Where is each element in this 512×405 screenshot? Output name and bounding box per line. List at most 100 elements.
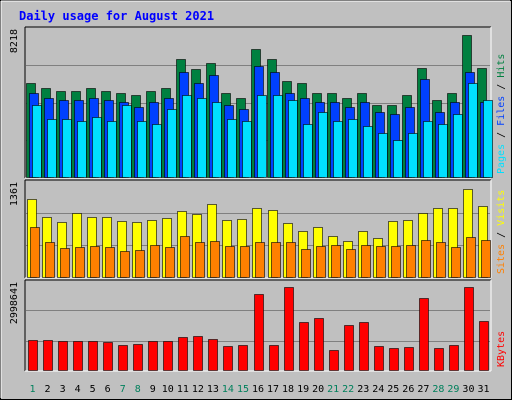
bar-kbytes-day-22 bbox=[344, 325, 354, 371]
bar-pages-day-27 bbox=[423, 121, 433, 178]
bar-kbytes-day-28 bbox=[434, 348, 444, 371]
x-tick-label-day-3: 3 bbox=[60, 384, 66, 395]
x-tick-label-day-1: 1 bbox=[30, 384, 36, 395]
bar-pages-day-12 bbox=[197, 98, 207, 178]
bar-kbytes-day-15 bbox=[238, 345, 248, 371]
bar-sites-day-14 bbox=[225, 246, 235, 278]
x-tick-label-day-22: 22 bbox=[342, 384, 354, 395]
bar-pages-day-15 bbox=[242, 121, 252, 178]
bar-pages-day-19 bbox=[303, 124, 313, 178]
x-tick-label-day-21: 21 bbox=[327, 384, 339, 395]
bar-kbytes-day-4 bbox=[73, 341, 83, 371]
ymax-label: 1361 bbox=[9, 182, 20, 206]
bar-kbytes-day-18 bbox=[284, 287, 294, 371]
bar-sites-day-11 bbox=[180, 236, 190, 278]
bar-kbytes-day-20 bbox=[314, 318, 324, 371]
bar-sites-day-9 bbox=[150, 245, 160, 278]
legend-entry-kbytes: KBytes bbox=[496, 331, 507, 367]
bar-pages-day-26 bbox=[408, 133, 418, 178]
legend-entry-sites: Sites bbox=[496, 244, 507, 274]
bar-kbytes-day-29 bbox=[449, 345, 459, 371]
bar-kbytes-day-12 bbox=[193, 336, 203, 371]
bar-pages-day-28 bbox=[438, 124, 448, 178]
bar-pages-day-22 bbox=[348, 119, 358, 178]
bar-kbytes-day-27 bbox=[419, 298, 429, 371]
bar-pages-day-17 bbox=[273, 95, 283, 178]
bar-kbytes-day-16 bbox=[254, 294, 264, 371]
bar-pages-day-18 bbox=[288, 100, 298, 178]
ymax-label: 8218 bbox=[9, 29, 20, 53]
bar-pages-day-24 bbox=[378, 133, 388, 178]
legend-separator: / bbox=[496, 78, 507, 96]
bar-sites-day-19 bbox=[301, 249, 311, 278]
bar-pages-day-7 bbox=[122, 105, 132, 178]
x-tick-label-day-14: 14 bbox=[222, 384, 234, 395]
x-tick-label-day-11: 11 bbox=[177, 384, 189, 395]
x-tick-label-day-8: 8 bbox=[135, 384, 141, 395]
bar-sites-day-28 bbox=[436, 242, 446, 278]
x-tick-label-day-7: 7 bbox=[120, 384, 126, 395]
bar-sites-day-5 bbox=[90, 246, 100, 278]
bar-pages-day-30 bbox=[468, 83, 478, 178]
x-tick-label-day-27: 27 bbox=[417, 384, 429, 395]
bar-sites-day-17 bbox=[271, 242, 281, 278]
ymax-label: 2998641 bbox=[9, 282, 20, 324]
legend-entry-visits: Visits bbox=[496, 190, 507, 226]
bar-sites-day-6 bbox=[105, 247, 115, 278]
bar-kbytes-day-5 bbox=[88, 341, 98, 371]
bar-sites-day-23 bbox=[361, 245, 371, 278]
x-tick-label-day-13: 13 bbox=[207, 384, 219, 395]
x-tick-label-day-23: 23 bbox=[357, 384, 369, 395]
bar-kbytes-day-23 bbox=[359, 322, 369, 371]
bar-sites-day-18 bbox=[286, 242, 296, 278]
bar-kbytes-day-3 bbox=[58, 341, 68, 371]
bar-kbytes-day-10 bbox=[163, 341, 173, 371]
bar-kbytes-day-1 bbox=[28, 340, 38, 371]
bar-sites-day-15 bbox=[240, 246, 250, 278]
x-tick-label-day-10: 10 bbox=[162, 384, 174, 395]
x-tick-label-day-6: 6 bbox=[105, 384, 111, 395]
bar-sites-day-12 bbox=[195, 242, 205, 278]
bar-kbytes-day-30 bbox=[464, 287, 474, 371]
x-tick-label-day-4: 4 bbox=[75, 384, 81, 395]
panel-kbytes: 2998641 KBytes bbox=[9, 279, 507, 372]
x-tick-label-day-30: 30 bbox=[462, 384, 474, 395]
bar-sites-day-4 bbox=[75, 247, 85, 278]
x-tick-label-day-17: 17 bbox=[267, 384, 279, 395]
bar-pages-day-16 bbox=[257, 95, 267, 178]
bar-pages-day-23 bbox=[363, 126, 373, 178]
bar-kbytes-day-9 bbox=[148, 341, 158, 371]
x-tick-label-day-9: 9 bbox=[150, 384, 156, 395]
x-tick-label-day-24: 24 bbox=[372, 384, 384, 395]
legend: Sites / Visits bbox=[496, 190, 507, 274]
bar-pages-day-5 bbox=[92, 117, 102, 178]
bar-sites-day-24 bbox=[376, 246, 386, 278]
bar-kbytes-day-26 bbox=[404, 347, 414, 371]
x-tick-label-day-31: 31 bbox=[477, 384, 489, 395]
bar-sites-day-8 bbox=[135, 250, 145, 278]
bar-kbytes-day-24 bbox=[374, 346, 384, 371]
bar-pages-day-3 bbox=[62, 119, 72, 178]
bar-pages-day-8 bbox=[137, 121, 147, 178]
panel-hits-files-pages: 8218 Pages / Files / Hits bbox=[9, 26, 507, 179]
bar-sites-day-29 bbox=[451, 247, 461, 278]
bar-pages-day-2 bbox=[47, 119, 57, 178]
legend-separator: / bbox=[496, 226, 507, 244]
legend-entry-pages: Pages bbox=[496, 144, 507, 174]
bar-pages-day-25 bbox=[393, 140, 403, 178]
bar-sites-day-27 bbox=[421, 240, 431, 278]
legend: Pages / Files / Hits bbox=[496, 54, 507, 174]
bar-pages-day-1 bbox=[32, 105, 42, 178]
x-tick-label-day-5: 5 bbox=[90, 384, 96, 395]
bar-kbytes-day-31 bbox=[479, 321, 489, 371]
panel-visits-sites: 1361 Sites / Visits bbox=[9, 179, 507, 279]
bar-pages-day-21 bbox=[333, 121, 343, 178]
legend: KBytes bbox=[496, 331, 507, 367]
x-tick-label-day-2: 2 bbox=[45, 384, 51, 395]
x-tick-label-day-19: 19 bbox=[297, 384, 309, 395]
bar-sites-day-2 bbox=[45, 242, 55, 278]
x-tick-label-day-16: 16 bbox=[252, 384, 264, 395]
bar-sites-day-25 bbox=[391, 246, 401, 278]
